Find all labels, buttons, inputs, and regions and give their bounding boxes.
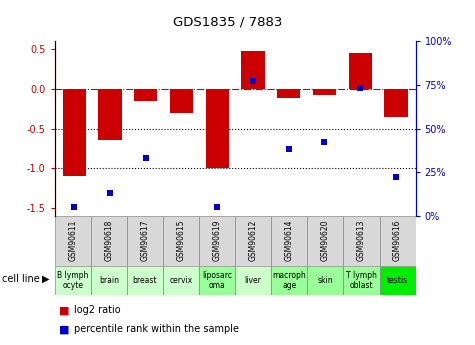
Text: ▶: ▶ [42, 274, 50, 284]
Bar [163, 266, 199, 295]
Text: log2 ratio: log2 ratio [74, 305, 120, 315]
Text: GSM90619: GSM90619 [213, 220, 221, 262]
Bar [163, 216, 199, 266]
Bar [384, 89, 408, 117]
Bar [235, 266, 271, 295]
Text: macroph
age: macroph age [272, 271, 306, 290]
Bar [313, 89, 336, 95]
Text: cell line: cell line [2, 274, 40, 284]
Bar [127, 266, 163, 295]
Bar [127, 216, 163, 266]
Bar [55, 266, 91, 295]
Text: T lymph
oblast: T lymph oblast [346, 271, 377, 290]
Bar [134, 89, 157, 101]
Text: cervix: cervix [170, 276, 192, 285]
Text: liposarc
oma: liposarc oma [202, 271, 232, 290]
Bar [349, 53, 372, 89]
Bar [63, 89, 86, 176]
Bar [307, 266, 343, 295]
Bar [98, 89, 122, 140]
Text: brain: brain [99, 276, 119, 285]
Bar [170, 89, 193, 113]
Text: ■: ■ [59, 324, 70, 334]
Bar [380, 266, 416, 295]
Text: breast: breast [133, 276, 157, 285]
Bar [199, 216, 235, 266]
Text: GSM90617: GSM90617 [141, 220, 149, 262]
Bar [55, 216, 91, 266]
Text: liver: liver [245, 276, 262, 285]
Bar [241, 51, 265, 89]
Bar [206, 89, 229, 168]
Bar [271, 216, 307, 266]
Text: testis: testis [387, 276, 408, 285]
Text: GSM90615: GSM90615 [177, 220, 185, 262]
Text: GSM90616: GSM90616 [393, 220, 402, 262]
Text: GDS1835 / 7883: GDS1835 / 7883 [173, 16, 283, 29]
Bar [235, 216, 271, 266]
Text: ■: ■ [59, 305, 70, 315]
Bar [343, 216, 380, 266]
Bar [271, 266, 307, 295]
Bar [199, 266, 235, 295]
Text: GSM90613: GSM90613 [357, 220, 366, 262]
Text: percentile rank within the sample: percentile rank within the sample [74, 324, 238, 334]
Text: GSM90620: GSM90620 [321, 220, 330, 262]
Bar [91, 216, 127, 266]
Text: skin: skin [318, 276, 333, 285]
Text: B lymph
ocyte: B lymph ocyte [57, 271, 88, 290]
Text: GSM90618: GSM90618 [104, 220, 113, 261]
Bar [277, 89, 300, 98]
Bar [91, 266, 127, 295]
Bar [307, 216, 343, 266]
Bar [380, 216, 416, 266]
Bar [343, 266, 380, 295]
Text: GSM90612: GSM90612 [249, 220, 257, 261]
Text: GSM90611: GSM90611 [68, 220, 77, 261]
Text: GSM90614: GSM90614 [285, 220, 294, 262]
